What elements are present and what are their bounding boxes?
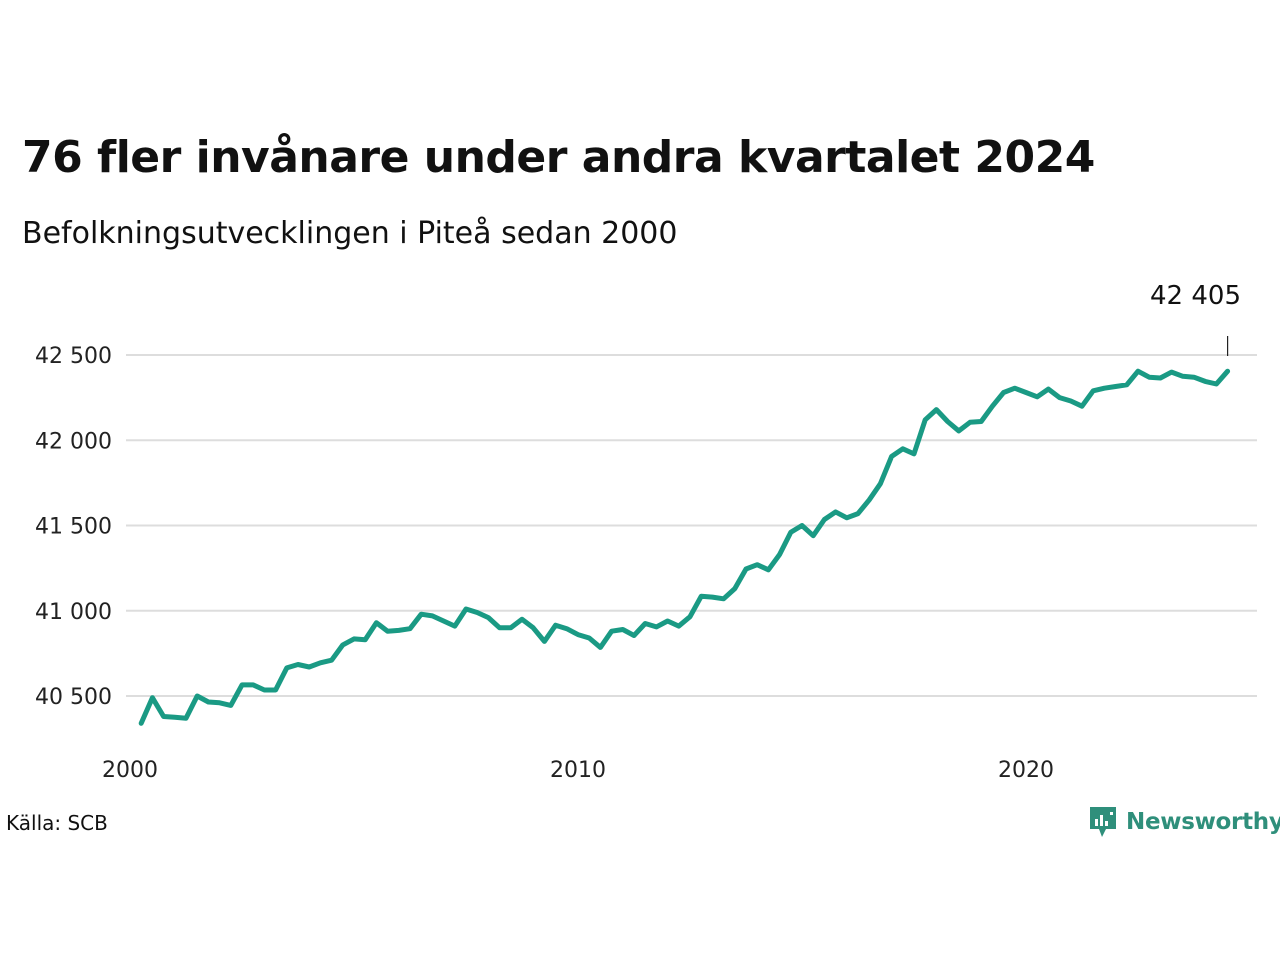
x-tick-label: 2010 [550, 758, 606, 783]
source-note: Källa: SCB [6, 811, 108, 835]
annotation-label: 42 405 [1150, 281, 1241, 311]
newsworthy-logo-icon [1090, 807, 1116, 837]
x-tick-label: 2020 [998, 758, 1054, 783]
x-tick-label: 2000 [102, 758, 158, 783]
y-tick-label: 41 000 [35, 600, 112, 625]
newsworthy-logo: Newsworthy [1088, 805, 1280, 839]
gridlines [126, 354, 1257, 697]
series-layer [138, 368, 1231, 726]
y-tick-label: 42 000 [35, 429, 112, 454]
y-tick-label: 41 500 [35, 515, 112, 540]
x-axis-ticks: 2000 2010 2020 [102, 758, 1054, 783]
y-axis-ticks: 40 500 41 000 41 500 42 000 42 500 [35, 344, 112, 710]
y-tick-label: 40 500 [35, 685, 112, 710]
newsworthy-logo-text: Newsworthy [1126, 809, 1280, 835]
chart-title: 76 fler invånare under andra kvartalet 2… [22, 132, 1095, 183]
y-tick-label: 42 500 [35, 344, 112, 369]
chart-subtitle: Befolkningsutvecklingen i Piteå sedan 20… [22, 216, 678, 251]
annotation-layer: 42 405 [1150, 281, 1241, 356]
series-line-0 [138, 368, 1231, 726]
